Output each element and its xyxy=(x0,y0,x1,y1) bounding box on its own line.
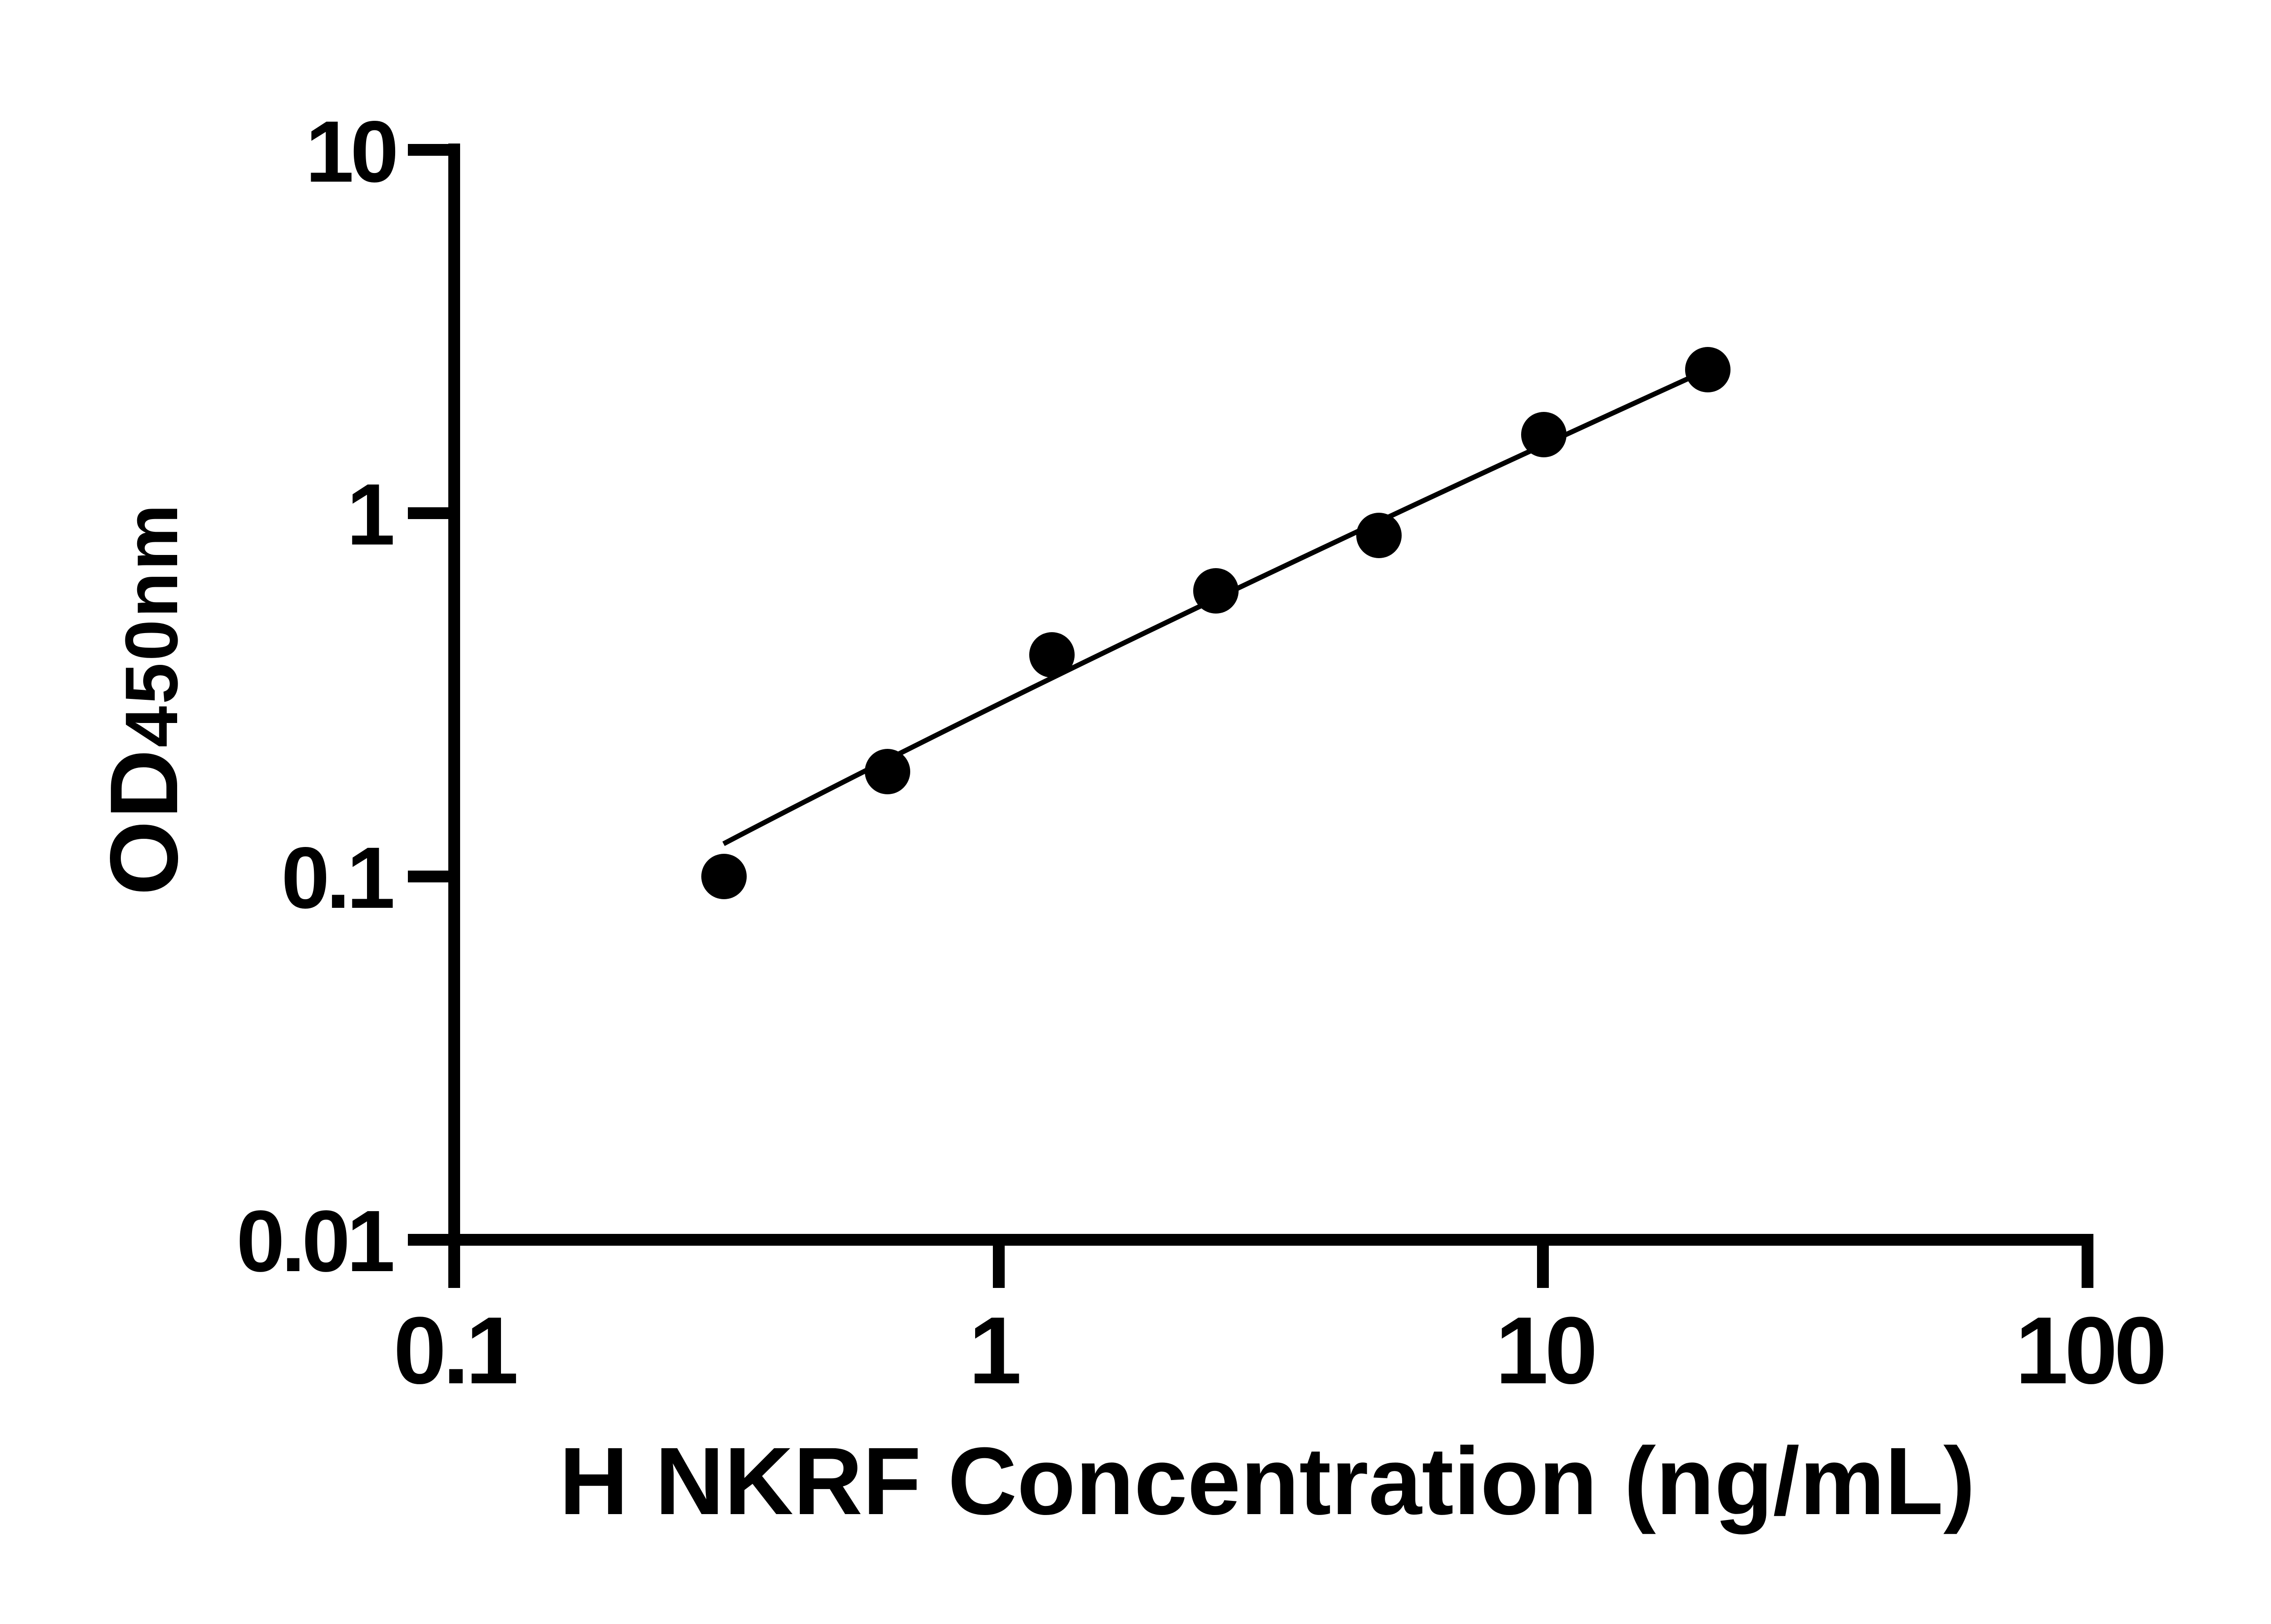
svg-text:OD450nm: OD450nm xyxy=(90,502,198,896)
svg-text:1: 1 xyxy=(347,465,395,563)
svg-text:0.01: 0.01 xyxy=(236,1192,393,1290)
svg-text:0.1: 0.1 xyxy=(281,829,393,926)
svg-text:10: 10 xyxy=(305,103,395,200)
svg-text:10: 10 xyxy=(1495,1297,1594,1404)
svg-text:H NKRF Concentration (ng/mL): H NKRF Concentration (ng/mL) xyxy=(559,1427,1975,1535)
svg-text:0.1: 0.1 xyxy=(393,1297,516,1404)
svg-text:100: 100 xyxy=(2015,1297,2164,1404)
svg-text:1: 1 xyxy=(969,1297,1022,1404)
